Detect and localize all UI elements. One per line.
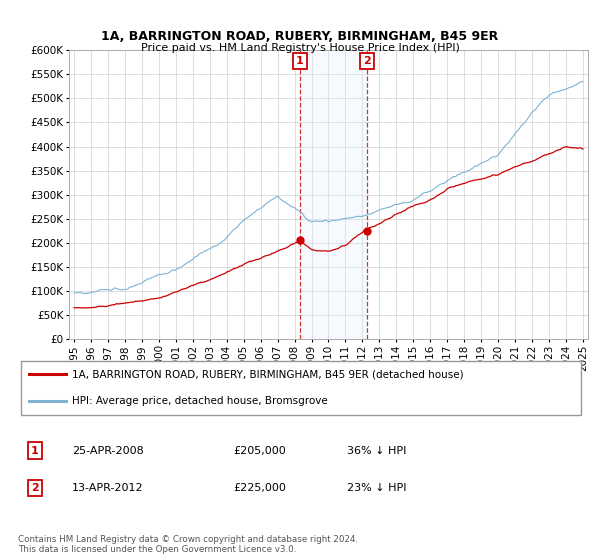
- Text: 2: 2: [364, 56, 371, 66]
- FancyBboxPatch shape: [21, 361, 581, 415]
- Text: 1A, BARRINGTON ROAD, RUBERY, BIRMINGHAM, B45 9ER (detached house): 1A, BARRINGTON ROAD, RUBERY, BIRMINGHAM,…: [72, 369, 463, 379]
- Text: 2: 2: [31, 483, 39, 493]
- Text: Price paid vs. HM Land Registry's House Price Index (HPI): Price paid vs. HM Land Registry's House …: [140, 43, 460, 53]
- Text: 13-APR-2012: 13-APR-2012: [72, 483, 143, 493]
- Text: 25-APR-2008: 25-APR-2008: [72, 446, 143, 456]
- Text: HPI: Average price, detached house, Bromsgrove: HPI: Average price, detached house, Brom…: [72, 396, 328, 407]
- Text: £205,000: £205,000: [233, 446, 286, 456]
- Text: 23% ↓ HPI: 23% ↓ HPI: [347, 483, 406, 493]
- Bar: [300, 50, 367, 339]
- Text: £225,000: £225,000: [233, 483, 286, 493]
- Text: 36% ↓ HPI: 36% ↓ HPI: [347, 446, 406, 456]
- Text: Contains HM Land Registry data © Crown copyright and database right 2024.
This d: Contains HM Land Registry data © Crown c…: [18, 535, 358, 554]
- Text: 1A, BARRINGTON ROAD, RUBERY, BIRMINGHAM, B45 9ER: 1A, BARRINGTON ROAD, RUBERY, BIRMINGHAM,…: [101, 30, 499, 43]
- Text: 1: 1: [31, 446, 39, 456]
- Text: 1: 1: [296, 56, 304, 66]
